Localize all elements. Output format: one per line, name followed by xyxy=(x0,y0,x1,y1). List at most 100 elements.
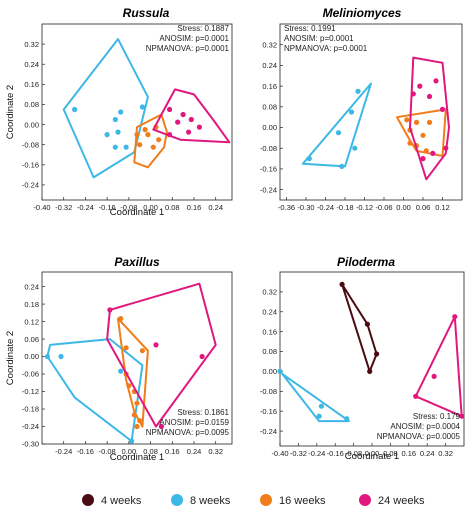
data-point xyxy=(318,403,324,409)
data-point xyxy=(423,148,429,154)
hull-24w xyxy=(414,315,463,418)
series-16w xyxy=(396,108,447,157)
y-tick-label: 0.00 xyxy=(24,352,39,361)
data-point xyxy=(139,104,145,110)
data-point xyxy=(348,109,355,115)
stats-line: NPMANOVA: p=0.0095 xyxy=(146,428,230,437)
y-tick-label: 0.32 xyxy=(262,40,277,49)
hull-24w xyxy=(106,282,217,428)
panel-title: Meliniomyces xyxy=(323,6,402,20)
data-point xyxy=(115,129,121,135)
y-tick-label: 0.24 xyxy=(262,61,277,70)
data-point xyxy=(413,119,420,125)
x-axis-label: Coordinate 1 xyxy=(110,452,164,463)
plot-piloderma: -0.40 -0.32 -0.24 -0.16 -0.08 0.00 0.08 0.16 0.2… xyxy=(260,271,465,462)
data-point xyxy=(420,132,426,138)
data-point xyxy=(420,156,426,162)
y-tick-label: -0.16 xyxy=(260,165,277,174)
data-point xyxy=(316,413,322,419)
data-point xyxy=(433,78,439,84)
x-tick-label: -0.08 xyxy=(99,447,116,456)
stats-line: Stress: 0.179 xyxy=(413,412,461,421)
y-tick-label: 0.32 xyxy=(262,288,277,297)
hull-8w xyxy=(301,82,372,168)
legend-label: 8 weeks xyxy=(190,495,231,507)
hull-16w xyxy=(396,108,447,157)
x-tick-label: -0.40 xyxy=(33,203,50,212)
data-point xyxy=(118,109,124,115)
data-point xyxy=(131,412,137,418)
series-8w xyxy=(277,368,350,423)
legend-item-16w: 16 weeks xyxy=(260,494,326,507)
x-tick-label: -0.36 xyxy=(278,203,295,212)
x-tick-label: -0.24 xyxy=(317,203,334,212)
series-24w xyxy=(409,56,450,181)
data-point xyxy=(186,129,192,135)
panel-meliniomyces: Meliniomyces xyxy=(323,6,402,20)
y-tick-label: 0.16 xyxy=(262,327,277,336)
plot-frame xyxy=(279,23,463,201)
x-tick-label: -0.24 xyxy=(77,203,94,212)
x-tick-label: -0.18 xyxy=(336,203,353,212)
data-point xyxy=(352,145,358,151)
data-point xyxy=(367,368,373,374)
data-point xyxy=(452,314,458,320)
x-tick-label: 0.32 xyxy=(438,449,453,458)
legend-item-4w: 4 weeks xyxy=(82,494,142,507)
x-tick-label: 0.12 xyxy=(435,203,450,212)
data-point xyxy=(129,438,135,444)
x-tick-label: 0.08 xyxy=(143,447,158,456)
hull-4w xyxy=(341,283,378,373)
stats-line: ANOSIM: p=0.0004 xyxy=(390,422,460,431)
data-point xyxy=(137,418,143,424)
y-tick-label: -0.24 xyxy=(22,181,39,190)
x-tick-label: -0.08 xyxy=(345,449,362,458)
data-point xyxy=(150,144,156,150)
legend-item-8w: 8 weeks xyxy=(171,494,231,507)
data-point xyxy=(156,137,162,143)
y-tick-label: -0.30 xyxy=(22,440,39,449)
y-tick-label: -0.16 xyxy=(260,407,277,416)
y-tick-label: -0.08 xyxy=(260,387,277,396)
y-tick-label: -0.08 xyxy=(260,144,277,153)
data-point xyxy=(439,106,446,112)
y-tick-label: -0.06 xyxy=(22,370,39,379)
x-tick-label: -0.30 xyxy=(297,203,314,212)
data-point xyxy=(407,140,413,146)
data-point xyxy=(430,150,436,156)
y-tick-label: 0.00 xyxy=(262,367,277,376)
x-tick-label: 0.08 xyxy=(383,449,398,458)
y-tick-label: 0.12 xyxy=(24,317,39,326)
x-tick-label: -0.32 xyxy=(55,203,72,212)
plot-frame xyxy=(41,271,233,445)
data-point xyxy=(199,353,205,360)
data-point xyxy=(153,342,159,348)
x-tick-label: 0.24 xyxy=(187,447,202,456)
data-point xyxy=(188,116,194,123)
data-point xyxy=(167,106,173,113)
stats-line: Stress: 0.1991 xyxy=(284,24,336,33)
data-point xyxy=(443,145,449,151)
legend-swatch xyxy=(171,494,183,506)
x-tick-label: 0.08 xyxy=(165,203,180,212)
plot-meliniomyces: -0.36 -0.30 -0.24 -0.18 -0.12 -0.06 0.00 0.06 0.… xyxy=(260,23,463,212)
x-tick-label: -0.24 xyxy=(55,447,72,456)
x-tick-label: 0.16 xyxy=(165,447,180,456)
hull-16w xyxy=(133,113,168,169)
legend: 4 weeks 8 weeks 16 weeks 24 weeks xyxy=(82,494,425,507)
x-tick-label: -0.24 xyxy=(308,449,325,458)
data-point xyxy=(134,423,140,430)
y-tick-label: 0.18 xyxy=(24,300,39,309)
data-point xyxy=(417,83,423,89)
data-point xyxy=(306,156,312,162)
data-point xyxy=(134,400,140,406)
data-point xyxy=(137,142,143,148)
data-point xyxy=(112,116,118,123)
x-tick-label: 0.00 xyxy=(365,449,380,458)
x-tick-label: 0.00 xyxy=(143,203,158,212)
x-tick-label: -0.40 xyxy=(271,449,288,458)
data-point xyxy=(123,144,129,150)
y-tick-label: -0.16 xyxy=(22,161,39,170)
data-point xyxy=(339,163,345,169)
